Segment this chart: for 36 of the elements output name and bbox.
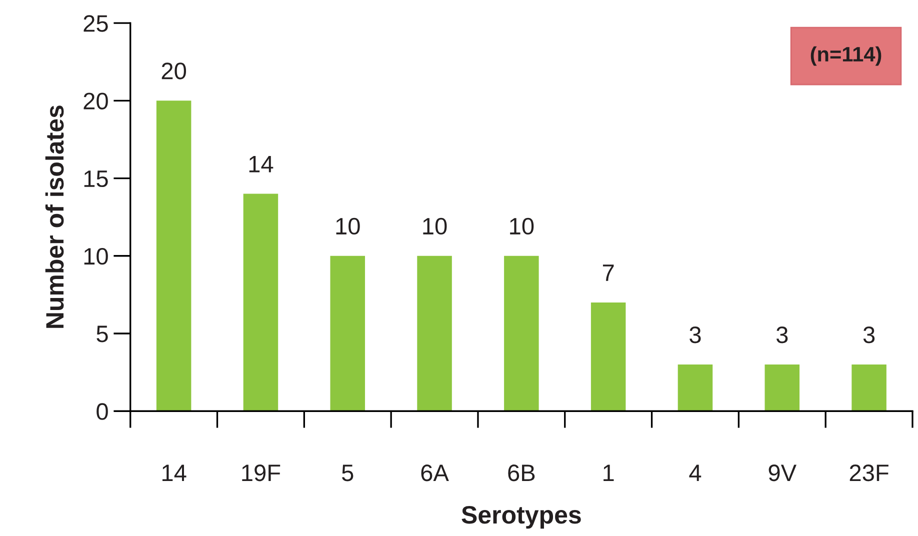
annotation: (n=114) — [810, 46, 882, 66]
bar — [678, 364, 713, 412]
data-label: 3 — [776, 326, 788, 344]
bar — [764, 364, 800, 412]
bar — [852, 364, 886, 412]
x-tick-label: 5 — [342, 464, 354, 482]
bar — [417, 256, 452, 412]
x-tick-label: 4 — [689, 464, 702, 481]
x-tick-label: 1 — [604, 464, 614, 481]
data-label: 10 — [423, 218, 447, 235]
x-tick-label: 6B — [508, 464, 535, 482]
data-label: 10 — [336, 218, 360, 235]
bar — [243, 194, 278, 412]
y-axis-title: Number of isolates — [45, 106, 64, 328]
bar — [504, 256, 539, 412]
x-tick-label: 6A — [421, 464, 449, 482]
bar — [330, 256, 365, 412]
y-tick-label: 25 — [84, 15, 108, 32]
data-label: 10 — [510, 218, 534, 235]
x-tick-label: 19F — [242, 464, 280, 482]
data-label: 7 — [602, 264, 614, 281]
data-label: 3 — [863, 326, 875, 344]
data-label: 3 — [690, 326, 701, 344]
x-tick-label: 14 — [162, 464, 186, 481]
y-tick-label: 15 — [84, 170, 108, 188]
data-label: 14 — [249, 156, 274, 172]
y-tick-label: 0 — [96, 403, 108, 420]
y-tick-label: 20 — [84, 92, 108, 110]
bar — [590, 302, 626, 412]
data-label: 20 — [162, 62, 186, 80]
y-tick-label: 10 — [84, 248, 108, 265]
x-tick-label: 23F — [850, 464, 888, 482]
y-tick-label: 5 — [96, 326, 108, 342]
x-tick-label: 9V — [768, 464, 796, 482]
bar — [156, 100, 192, 412]
x-axis-title: Serotypes — [462, 506, 581, 529]
